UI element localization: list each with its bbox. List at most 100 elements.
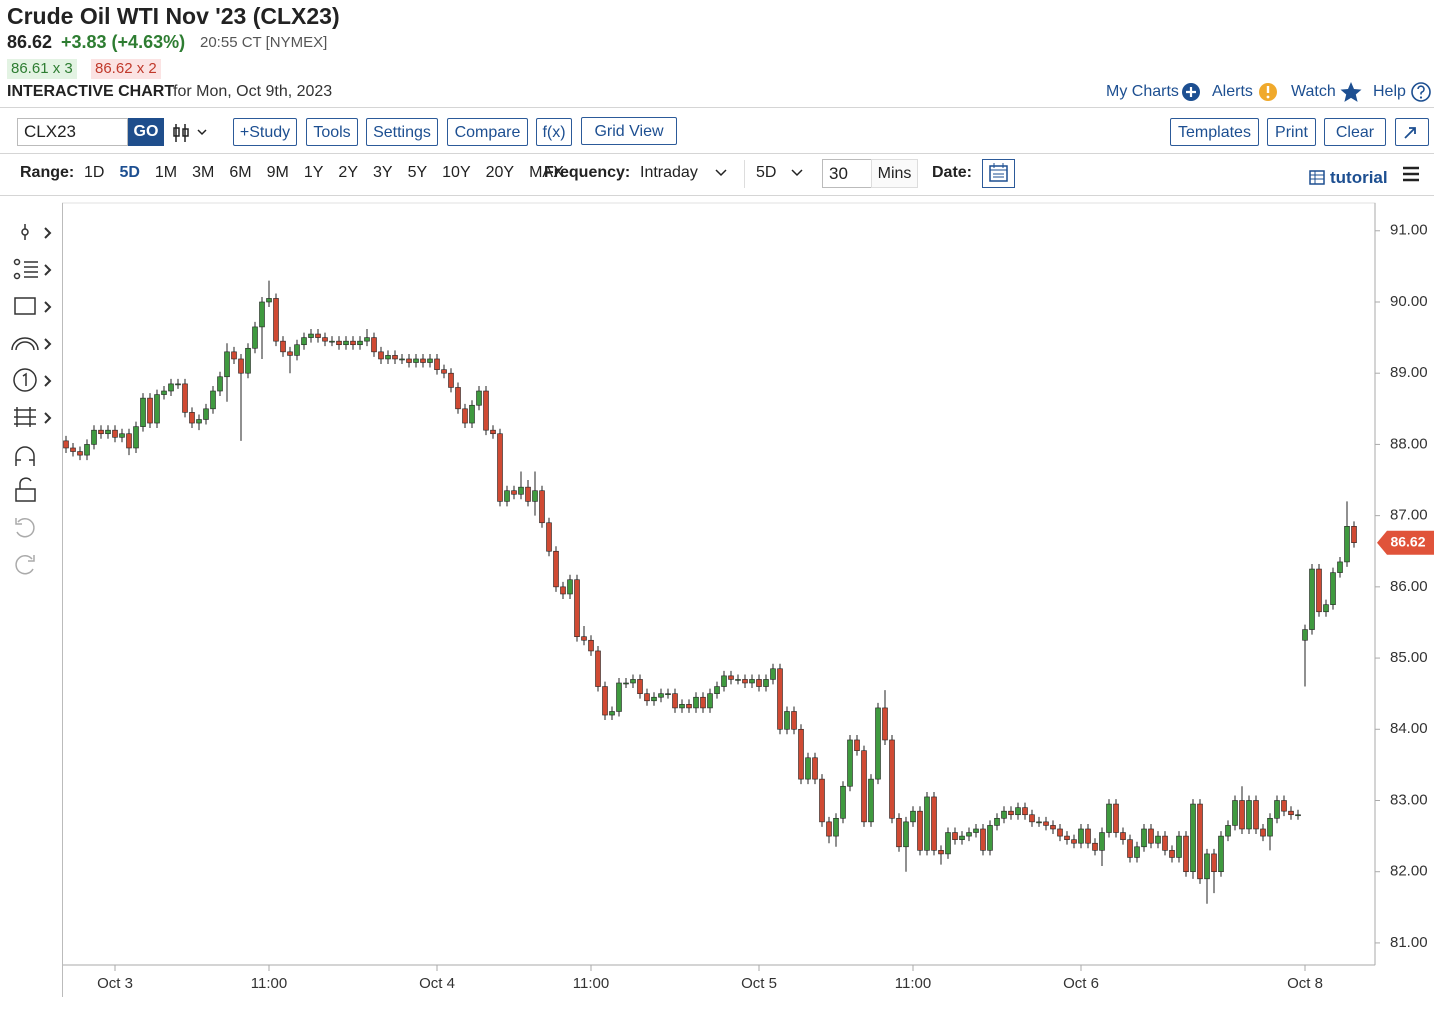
date-label: Date:: [932, 164, 973, 181]
candle-body: [532, 490, 538, 502]
candle-body: [70, 447, 76, 452]
print-button[interactable]: Print: [1267, 118, 1316, 146]
compare-button[interactable]: Compare: [447, 118, 528, 146]
candle-body: [469, 404, 475, 424]
range-option[interactable]: 9M: [266, 164, 289, 181]
candle-body: [1036, 821, 1042, 824]
candle-body: [1225, 825, 1231, 837]
candle-body: [1183, 835, 1189, 873]
candle-body: [252, 326, 258, 349]
divider: [0, 195, 1434, 196]
date-button[interactable]: [982, 159, 1015, 188]
candle-body: [364, 337, 370, 342]
candle-body: [917, 810, 923, 851]
candle-body: [854, 739, 860, 751]
candle-body: [1099, 832, 1105, 851]
candle-body: [406, 358, 412, 363]
candle-body: [931, 796, 937, 851]
x-tick-label: 11:00: [895, 975, 931, 992]
candle-body: [371, 337, 377, 353]
range-option[interactable]: 1M: [154, 164, 178, 181]
candle-body: [126, 433, 132, 449]
candle-body: [1050, 825, 1056, 830]
study-button[interactable]: +Study: [233, 118, 297, 146]
range-option[interactable]: 10Y: [442, 164, 471, 181]
candle-body: [1120, 832, 1126, 840]
bid: 86.61 x 3: [7, 59, 77, 79]
candle-body: [693, 696, 699, 709]
watch-link[interactable]: Watch: [1291, 83, 1336, 100]
candle-body: [455, 387, 461, 410]
candle-body: [91, 429, 97, 445]
candle-body: [1078, 828, 1084, 844]
candle-body: [189, 412, 195, 424]
candle-body: [196, 419, 202, 424]
x-tick-label: Oct 5: [741, 975, 777, 992]
candle-body: [1211, 853, 1217, 873]
candle-body: [224, 351, 230, 378]
range-option[interactable]: 6M: [229, 164, 252, 181]
settings-button[interactable]: Settings: [366, 118, 438, 146]
candle-body: [308, 333, 314, 338]
candle-body: [476, 390, 482, 406]
period-select[interactable]: 5D: [756, 164, 777, 181]
candle-body: [686, 704, 692, 709]
candle-body: [889, 739, 895, 819]
y-tick-label: 86.00: [1390, 578, 1428, 595]
tutorial-link[interactable]: tutorial: [1330, 168, 1388, 187]
symbol-input[interactable]: CLX23: [17, 118, 128, 146]
candle-body: [1106, 803, 1112, 833]
x-tick-label: Oct 6: [1063, 975, 1099, 992]
clear-button[interactable]: Clear: [1324, 118, 1386, 146]
candle-body: [462, 408, 468, 424]
candle-body: [119, 433, 125, 438]
range-option[interactable]: 2Y: [338, 164, 358, 181]
candle-body: [490, 429, 496, 435]
candle-body: [427, 358, 433, 363]
candle-body: [525, 486, 531, 502]
y-tick-label: 82.00: [1390, 863, 1428, 880]
candle-body: [721, 675, 727, 687]
candle-body: [1260, 828, 1266, 837]
candle-body: [798, 728, 804, 780]
range-option[interactable]: 3Y: [373, 164, 393, 181]
candle-body: [350, 340, 356, 346]
y-tick-label: 84.00: [1390, 720, 1428, 737]
go-button[interactable]: GO: [128, 118, 164, 146]
candle-body: [420, 358, 426, 363]
expand-button[interactable]: [1395, 118, 1429, 146]
range-option[interactable]: 3M: [192, 164, 215, 181]
candle-body: [952, 832, 958, 840]
candle-body: [1309, 568, 1315, 630]
my-charts-link[interactable]: My Charts: [1106, 83, 1179, 100]
candle-body: [875, 707, 881, 780]
tools-button[interactable]: Tools: [306, 118, 358, 146]
frequency-label: Frequency:: [544, 164, 631, 181]
candle-body: [336, 340, 342, 346]
range-option[interactable]: MAX: [529, 164, 564, 181]
range-option[interactable]: 5D: [119, 164, 140, 181]
last-price-tag: [1377, 530, 1434, 555]
fx-button[interactable]: f(x): [536, 118, 572, 146]
interval-input[interactable]: 30: [822, 159, 872, 188]
templates-button[interactable]: Templates: [1170, 118, 1259, 146]
frequency-select[interactable]: Intraday: [640, 164, 698, 181]
range-option[interactable]: 1Y: [303, 164, 324, 181]
candle-body: [728, 675, 734, 680]
range-option[interactable]: 5Y: [407, 164, 428, 181]
candle-body: [1302, 629, 1308, 641]
range-option[interactable]: 20Y: [485, 164, 515, 181]
candle-body: [882, 707, 888, 741]
candle-body: [392, 355, 398, 360]
alerts-link[interactable]: Alerts: [1212, 83, 1253, 100]
help-link[interactable]: Help: [1373, 83, 1406, 100]
range-option[interactable]: 1D: [84, 164, 105, 181]
x-tick-label: Oct 4: [419, 975, 455, 992]
candle-body: [546, 522, 552, 552]
grid-view-button[interactable]: Grid View: [581, 117, 677, 145]
x-tick-label: 11:00: [573, 975, 609, 992]
candle-body: [1330, 572, 1336, 605]
candle-body: [322, 337, 328, 342]
candle-body: [700, 696, 706, 709]
